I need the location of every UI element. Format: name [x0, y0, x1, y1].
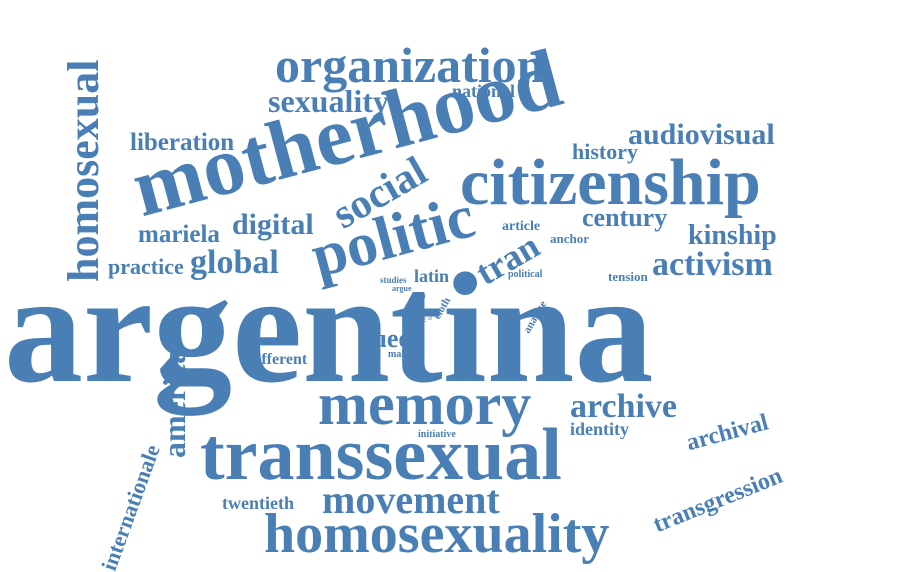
word-america: america	[156, 347, 192, 458]
word-gender: gender	[459, 318, 474, 360]
word-sexuality: sexuality	[268, 83, 389, 119]
word-history: history	[572, 139, 638, 164]
word-practice: practice	[108, 254, 184, 279]
word-mariela: mariela	[138, 221, 220, 248]
word-audiovisual: audiovisual	[628, 118, 775, 151]
word-different: different	[248, 351, 308, 368]
word-movement: movement	[322, 477, 500, 522]
word-internationale: internationale	[96, 441, 165, 572]
word-organization: organization	[275, 37, 545, 93]
word-activism: activism	[652, 246, 773, 283]
word-initiative: initiative	[418, 429, 456, 440]
word-making: making	[388, 349, 421, 360]
word-national: national	[452, 81, 516, 101]
word-transsexual: transsexual	[200, 414, 562, 496]
word-memory: memory	[318, 371, 532, 437]
word-transgression: transgression	[649, 462, 787, 539]
word-queer: queer	[358, 324, 422, 353]
word-article: article	[502, 219, 541, 234]
word-text: text	[416, 294, 426, 300]
word-argentina: argentina	[4, 241, 654, 416]
word-global: global	[190, 244, 279, 281]
word-political: political	[508, 269, 543, 280]
word-past: past	[408, 305, 421, 313]
word-studies: studies	[380, 275, 407, 285]
word-archive: archive	[570, 388, 678, 425]
word-digital: digital	[232, 208, 314, 241]
word-citizenship: citizenship	[460, 146, 761, 219]
word-twentieth: twentieth	[222, 493, 294, 513]
word-tension: tension	[608, 269, 648, 284]
word-liberation: liberation	[130, 129, 235, 156]
word-argue: argue	[392, 284, 412, 293]
word-latin: latin	[414, 266, 450, 286]
word-homosexual: homosexual	[59, 59, 108, 282]
word-century: century	[582, 203, 668, 232]
word-homosexuality: homosexuality	[264, 503, 610, 565]
word-kinship: kinship	[688, 220, 777, 251]
word-anchor: anchor	[550, 231, 589, 246]
word-identity: identity	[570, 419, 630, 439]
word-archival: archival	[683, 409, 772, 457]
